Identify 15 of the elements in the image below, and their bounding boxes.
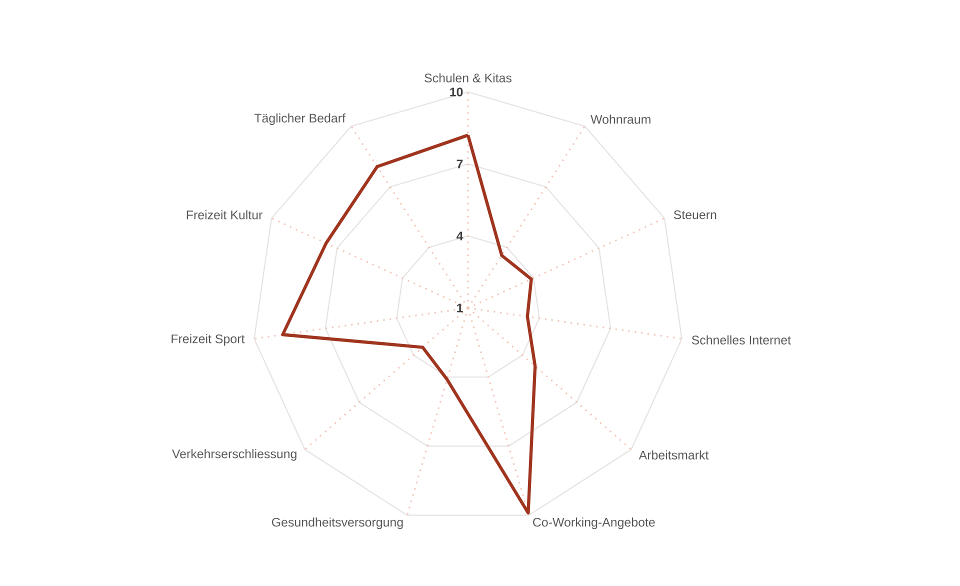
spoke-label: Freizeit Kultur [186, 210, 262, 220]
spoke-label: Schnelles Internet [692, 335, 791, 344]
spoke-label: Arbeitsmarkt [638, 450, 709, 460]
y-tick-label: 4 [456, 232, 464, 240]
spoke-label: Täglicher Bedarf [254, 113, 346, 126]
spoke-label: Verkehrserschliessung [172, 449, 296, 461]
spoke-label: Schulen & Kitas [424, 73, 512, 82]
y-tick-label: 1 [457, 304, 463, 312]
spoke-label: Gesundheitsversorgung [272, 517, 403, 530]
spoke-label: Freizeit Sport [172, 334, 245, 346]
y-tick-label: 7 [456, 160, 463, 168]
spoke-label: Steuern [674, 210, 716, 220]
y-tick-label: 10 [450, 88, 463, 96]
spoke-label: Wohnraum [590, 114, 650, 124]
spoke-label: Co-Working-Angebote [533, 517, 655, 530]
